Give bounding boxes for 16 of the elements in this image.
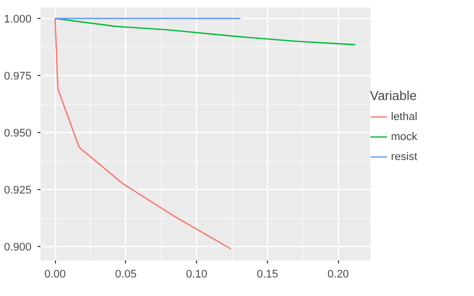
- legend-label: resist: [391, 150, 418, 162]
- x-tick-label: 0.15: [256, 268, 278, 280]
- y-tick-label: 0.950: [4, 128, 32, 140]
- x-tick-label: 0.05: [115, 268, 137, 280]
- y-tick-label: 0.900: [4, 242, 32, 254]
- line-series: [54, 18, 232, 250]
- y-tick-label: 0.925: [4, 184, 32, 197]
- legend-label: lethal: [391, 110, 418, 122]
- legend-title: Variable: [370, 88, 418, 103]
- y-tick-label: 1.000: [4, 13, 32, 26]
- x-tick-label: 0.20: [328, 268, 349, 280]
- legend-label: mock: [391, 130, 418, 142]
- y-tick-label: 0.975: [4, 70, 32, 82]
- x-tick-label: 0.10: [186, 268, 208, 280]
- line-series: [54, 18, 356, 46]
- x-tick-label: 0.00: [44, 268, 66, 280]
